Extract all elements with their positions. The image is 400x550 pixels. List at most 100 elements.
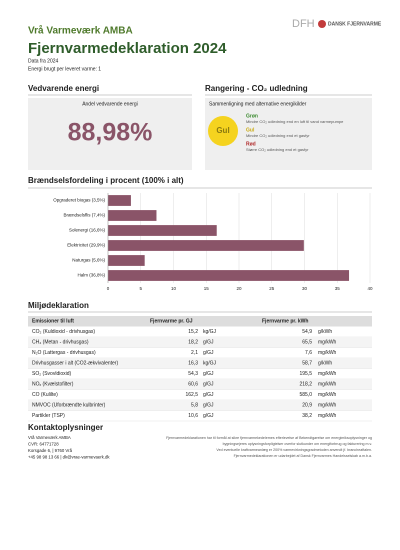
cell: g/GJ [203,413,214,419]
box [28,98,192,170]
row-band [28,337,372,348]
x-tick-label: 10 [171,286,177,291]
y-tick-label: Naturgas (5,6%) [72,258,105,263]
cell: NOₓ (Kvælstofilter) [32,382,74,388]
cell: mg/kWh [318,350,337,356]
row-band [28,358,372,369]
cell: 162,5 [185,392,198,398]
cell: mg/kWh [318,413,337,419]
cell: kg/GJ [203,361,217,367]
table-header [28,316,372,327]
cell: 218,2 [299,382,312,388]
y-tick-label: Brændselsflis (7,4%) [63,213,105,218]
chart: 0 5 10 15 20 25 30 35 40 Opgraderet biogas (3,5%)… [53,193,373,291]
rating-badge: Gul [216,126,229,135]
cell: 16,3 [188,361,198,367]
data-year: Data fra 2024 [28,58,59,64]
x-tick-label: 35 [335,286,341,291]
cell: CO (Kulilte) [32,392,58,398]
cell: 54,9 [302,329,312,335]
subtitle: Sammenligning med alternative energikild… [209,101,307,107]
x-tick-label: 30 [302,286,308,291]
cell: 18,2 [188,340,198,346]
contact-line: CVR: 64771728 [28,442,59,447]
cell: 65,5 [302,340,312,346]
cell: mg/kWh [318,371,337,377]
chart-title: Brændselsfordeling i procent (100% i alt… [28,176,184,185]
cell: 54,3 [188,371,198,377]
cell: 585,0 [299,392,312,398]
note-line: Ved eventuelle kraftvarmeanlæg er 200% v… [216,448,372,452]
cell: 2,1 [191,350,198,356]
y-tick-label: Solenergi (16,6%) [69,228,106,233]
cell: kg/GJ [203,329,217,335]
cell: mg/kWh [318,392,337,398]
bar [108,255,145,266]
level-text: Mindre CO₂ udledning end en luft til van… [246,119,344,124]
section-heading: Vedvarende energi [28,84,99,93]
cell: 38,2 [302,413,312,419]
contact: Vrå Varmeværk AMBA CVR: 64771728Korsgade … [28,435,372,460]
bar [108,195,131,206]
y-tick-label: Halm (36,8%) [77,273,105,278]
label: Andel vedvarende energi [82,101,138,107]
note-line: Fjernvarmedeklarationen er udarbejdet af… [234,454,372,458]
cell: g/GJ [203,340,214,346]
column-header: Fjernvarme pr. GJ [150,319,193,325]
level-text: Mindre CO₂ udledning end et gasfyr [246,133,310,138]
cell: CH₄ (Metan - drivhusgas) [32,340,89,346]
row-band [28,400,372,411]
cell: 58,7 [302,361,312,367]
cell: g/kWh [318,361,332,367]
energy-note: Energi brugt per leveret varme: 1 [28,66,101,72]
cell: SO₂ (Svovldioxid) [32,371,72,377]
logo-icon [318,20,326,28]
table: Emissioner til luft Fjernvarme pr. GJ Fjer… [28,316,372,422]
cell: 60,6 [188,382,198,388]
level-name: Rød [246,141,256,147]
section-heading: Miljødeklaration [28,301,89,310]
cell: mg/kWh [318,382,337,388]
cell: 195,5 [299,371,312,377]
bar [108,225,217,236]
y-tick-label: Opgraderet biogas (3,5%) [53,198,105,203]
bar [108,270,350,281]
cell: 5,8 [191,403,198,409]
cell: g/GJ [203,403,214,409]
note-line: bygningsejeres oplysningsforpligtelser o… [223,442,372,446]
x-tick-label: 15 [204,286,210,291]
level-name: Grøn [246,113,258,119]
cell: g/GJ [203,350,214,356]
bar [108,240,304,251]
cell: 20,9 [302,403,312,409]
note-line: Fjernvarmedeklarationen har til formål a… [166,436,372,440]
contact-line: +45 98 98 13 66 | dk@vrae-varmevaerk.dk [28,455,110,460]
level-name: Gul [246,127,255,133]
company: Vrå Varmeværk AMBA [28,25,133,37]
cell: NMVOC (Uforbrændte kulbrinter) [32,403,106,409]
cell: mg/kWh [318,340,337,346]
logo-dansk: DANSK FJERNVARME [328,21,382,27]
cell: g/GJ [203,392,214,398]
column-header: Fjernvarme pr. kWh [262,319,308,325]
cell: mg/kWh [318,403,337,409]
cell: Drivhusgasser i alt (CO2-ækvivalenter) [32,361,118,367]
renewable-share: 88,98% [68,119,153,147]
cell: 7,6 [305,350,312,356]
level-text: Større CO₂ udledning end et gasfyr [246,147,309,152]
title: Fjernvarmedeklaration 2024 [28,40,227,57]
column-header: Emissioner til luft [32,319,74,325]
x-tick-label: 5 [139,286,142,291]
contact-line: Korsgade 6, | 9760 Vrå [28,448,73,453]
contact-line: Vrå Varmeværk AMBA [28,435,71,440]
cell: 15,2 [188,329,198,335]
x-tick-label: 25 [269,286,275,291]
x-tick-label: 20 [236,286,242,291]
cell: g/GJ [203,371,214,377]
cell: g/GJ [203,382,214,388]
cell: g/kWh [318,329,332,335]
cell: Partikler (TSP) [32,413,65,419]
rating-circle [208,116,238,146]
